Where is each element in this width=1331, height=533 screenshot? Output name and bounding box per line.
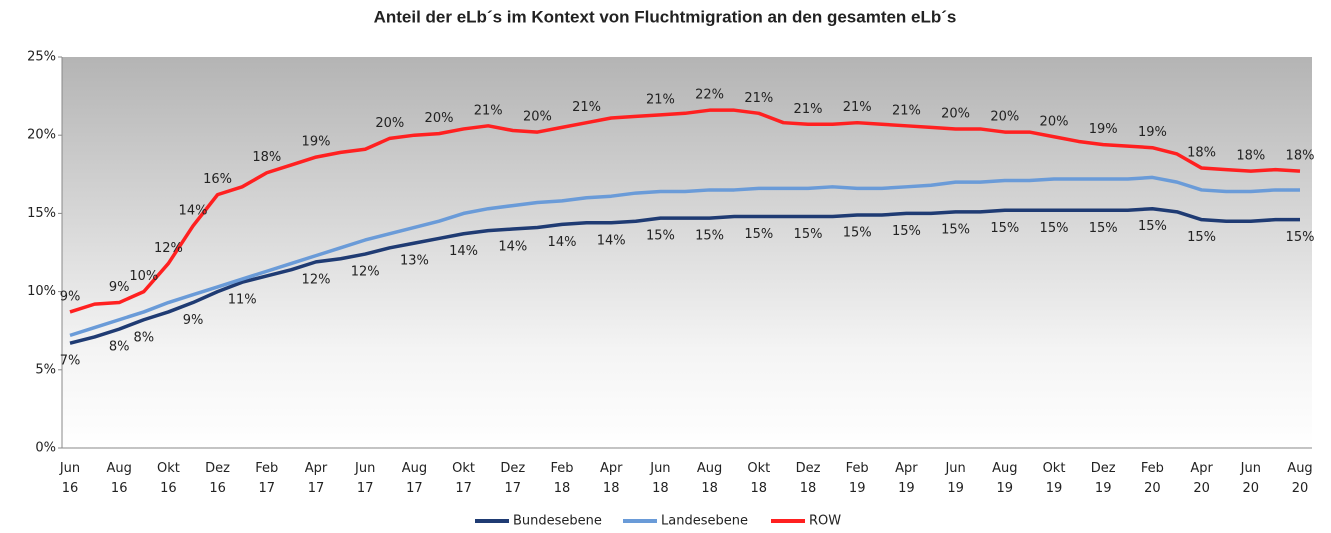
data-label: 14% [498, 240, 527, 255]
data-label: 20% [1040, 114, 1069, 129]
x-tick-label: Dez 19 [1091, 461, 1116, 496]
y-tick-label: 5% [35, 362, 56, 377]
data-label: 14% [597, 233, 626, 248]
x-tick-label: Okt 19 [1043, 461, 1066, 496]
data-label: 8% [109, 340, 130, 355]
data-label: 12% [302, 272, 331, 287]
data-label: 14% [179, 203, 208, 218]
series-line [69, 175, 1300, 338]
data-label: 16% [203, 172, 232, 187]
data-label: 20% [375, 116, 404, 131]
data-label: 21% [474, 103, 503, 118]
data-label: 21% [646, 92, 675, 107]
data-label: 21% [843, 100, 872, 115]
data-label: 15% [744, 227, 773, 242]
x-tick-label: Aug 19 [992, 461, 1017, 496]
series-line [69, 108, 1301, 314]
legend-label: Bundesebene [513, 514, 602, 529]
x-tick-label: Jun 18 [649, 461, 670, 496]
x-tick-label: Feb 17 [255, 461, 278, 496]
data-label: 11% [228, 293, 257, 308]
x-tick-label: Apr 20 [1190, 461, 1213, 496]
x-tick-label: Aug 18 [697, 461, 722, 496]
data-label: 21% [572, 100, 601, 115]
data-label: 12% [154, 241, 183, 256]
data-label: 18% [1187, 146, 1216, 161]
legend-label: Landesebene [661, 514, 748, 529]
data-label: 10% [129, 269, 158, 284]
x-tick-label: Jun 19 [944, 461, 965, 496]
x-tick-label: Dez 17 [500, 461, 525, 496]
data-label: 15% [990, 221, 1019, 236]
x-tick-label: Jun 20 [1240, 461, 1261, 496]
x-tick-label: Feb 19 [846, 461, 869, 496]
chart-title: Anteil der eLb´s im Kontext von Fluchtmi… [374, 7, 957, 26]
data-label: 15% [892, 224, 921, 239]
data-label: 21% [892, 103, 921, 118]
data-label: 20% [990, 110, 1019, 125]
x-tick-label: Feb 18 [550, 461, 573, 496]
series-line [69, 206, 1300, 345]
data-label: 20% [523, 110, 552, 125]
x-tick-label: Aug 17 [402, 461, 427, 496]
data-label: 19% [1138, 125, 1167, 140]
data-label: 15% [646, 229, 675, 244]
legend-label: ROW [809, 514, 841, 529]
data-label: 8% [133, 330, 154, 345]
x-tick-label: Aug 20 [1287, 461, 1312, 496]
data-label: 9% [183, 313, 204, 328]
data-label: 18% [252, 150, 281, 165]
y-tick-label: 10% [27, 284, 56, 299]
data-label: 20% [425, 111, 454, 126]
data-label: 15% [941, 222, 970, 237]
x-tick-label: Apr 18 [600, 461, 623, 496]
x-tick-label: Aug 16 [107, 461, 132, 496]
x-tick-label: Jun 17 [354, 461, 375, 496]
y-tick-label: 0% [35, 441, 56, 456]
x-tick-label: Apr 19 [895, 461, 918, 496]
x-tick-label: Dez 16 [205, 461, 230, 496]
data-label: 19% [1089, 122, 1118, 137]
y-tick-label: 20% [27, 128, 56, 143]
x-tick-label: Dez 18 [796, 461, 821, 496]
data-label: 18% [1286, 149, 1315, 164]
x-tick-label: Okt 18 [747, 461, 770, 496]
data-label: 12% [351, 265, 380, 280]
data-label: 22% [695, 88, 724, 103]
x-tick-label: Apr 17 [305, 461, 328, 496]
y-tick-label: 15% [27, 206, 56, 221]
data-label: 15% [1089, 221, 1118, 236]
data-label: 15% [794, 227, 823, 242]
data-label: 18% [1236, 149, 1265, 164]
x-tick-label: Okt 16 [157, 461, 180, 496]
data-label: 19% [302, 135, 331, 150]
data-label: 21% [744, 91, 773, 106]
data-label: 14% [548, 235, 577, 250]
data-label: 21% [794, 102, 823, 117]
data-label: 15% [843, 225, 872, 240]
data-label: 20% [941, 106, 970, 121]
data-label: 15% [1286, 230, 1315, 245]
data-label: 15% [1040, 221, 1069, 236]
data-label: 7% [60, 354, 81, 369]
y-tick-label: 25% [27, 50, 56, 65]
x-tick-label: Okt 17 [452, 461, 475, 496]
x-tick-label: Jun 16 [59, 461, 80, 496]
plot-area [62, 57, 1312, 448]
data-label: 15% [1138, 219, 1167, 234]
data-label: 13% [400, 254, 429, 269]
data-label: 9% [109, 280, 130, 295]
data-label: 9% [60, 289, 81, 304]
data-label: 14% [449, 244, 478, 259]
x-tick-label: Feb 20 [1141, 461, 1164, 496]
data-label: 15% [695, 229, 724, 244]
data-label: 15% [1187, 230, 1216, 245]
